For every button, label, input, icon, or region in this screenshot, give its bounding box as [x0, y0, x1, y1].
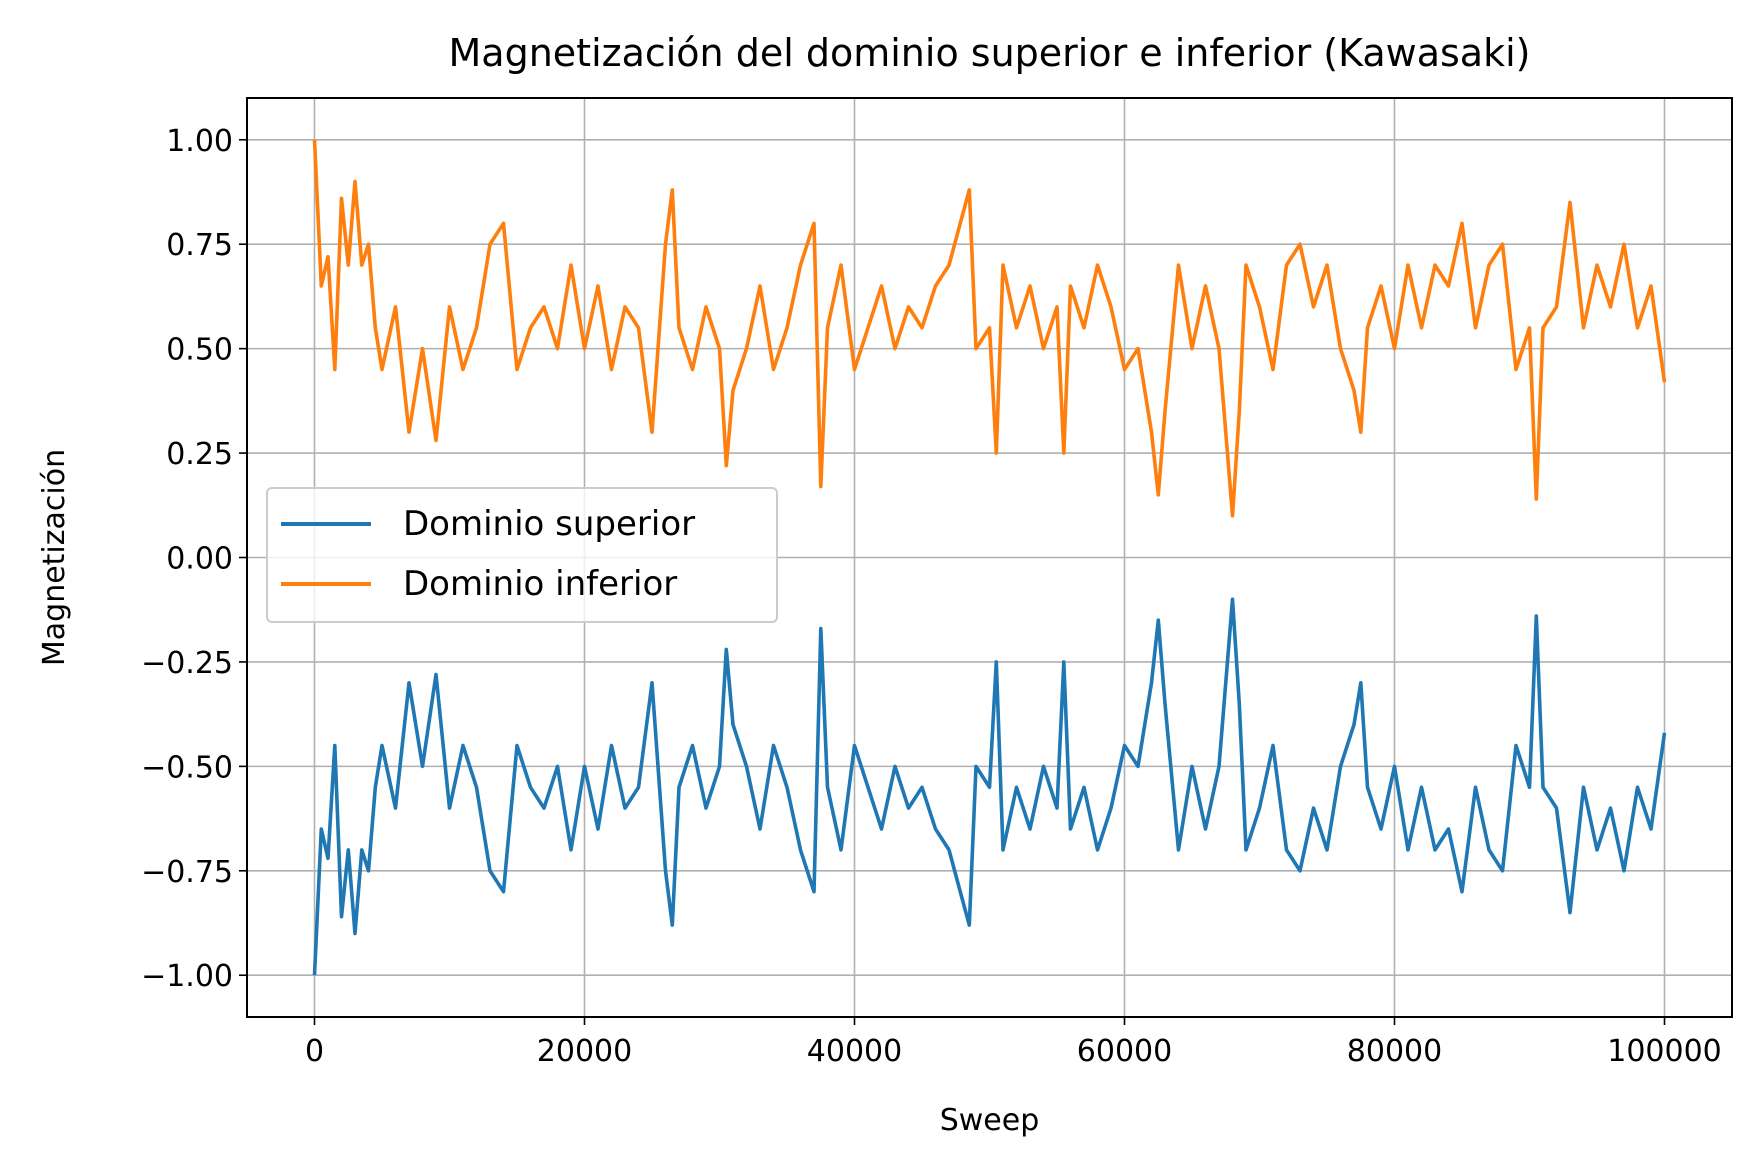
x-tick-label: 60000 — [1077, 1034, 1172, 1069]
y-tick-label: 0.00 — [166, 542, 233, 577]
legend-box — [266, 487, 778, 623]
y-tick-label: 1.00 — [166, 124, 233, 159]
series-line-dominio-inferior — [312, 139, 1667, 518]
series-layer — [312, 139, 1667, 976]
legend-label-dominio-inferior: Dominio inferior — [403, 564, 677, 604]
x-tick-label: 0 — [305, 1034, 324, 1069]
y-tick-label: 0.50 — [166, 333, 233, 368]
series-line-dominio-superior — [312, 597, 1667, 976]
y-tick-label: 0.25 — [166, 437, 233, 472]
x-tick-label: 40000 — [807, 1034, 902, 1069]
y-tick-label: −0.25 — [141, 646, 233, 681]
legend-label-dominio-superior: Dominio superior — [403, 504, 695, 544]
y-tick-label: 0.75 — [166, 228, 233, 263]
x-axis: 0 20000 40000 60000 80000 100000 — [305, 1017, 1722, 1069]
y-tick-label: −0.50 — [141, 750, 233, 785]
y-tick-label: −0.75 — [141, 855, 233, 890]
x-tick-label: 100000 — [1607, 1034, 1722, 1069]
x-tick-label: 80000 — [1347, 1034, 1442, 1069]
legend: Dominio superior Dominio inferior — [266, 487, 778, 623]
x-tick-label: 20000 — [537, 1034, 632, 1069]
x-axis-label: Sweep — [940, 1103, 1040, 1138]
chart-title: Magnetización del dominio superior e inf… — [449, 31, 1531, 75]
y-axis: 1.00 0.75 0.50 0.25 0.00 −0.25 −0.50 −0.75 −1.00 — [141, 124, 247, 994]
y-axis-label: Magnetización — [37, 449, 72, 666]
y-tick-label: −1.00 — [141, 959, 233, 994]
